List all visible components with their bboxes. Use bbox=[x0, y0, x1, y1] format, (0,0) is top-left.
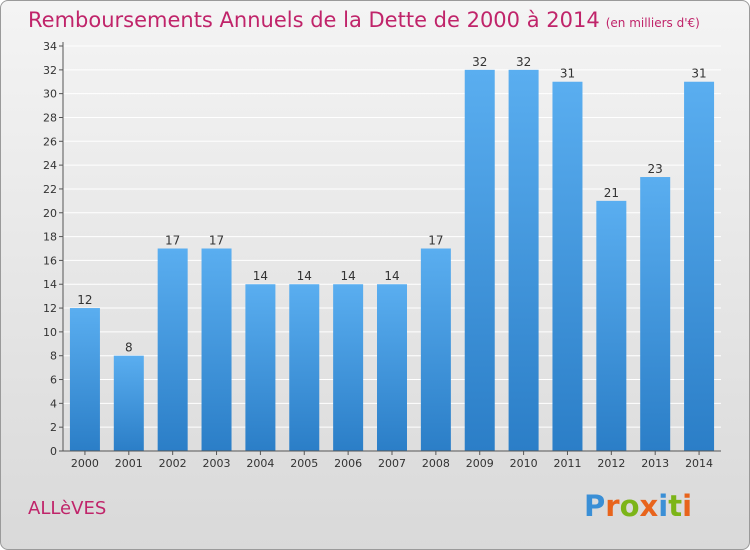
value-label-2004: 14 bbox=[253, 269, 268, 283]
bar-2010 bbox=[508, 69, 539, 451]
y-tick-label: 14 bbox=[43, 278, 57, 291]
value-label-2013: 23 bbox=[648, 162, 663, 176]
bar-2005 bbox=[289, 284, 320, 451]
chart-unit-note: (en milliers d'€) bbox=[605, 16, 700, 30]
y-tick-label: 12 bbox=[43, 302, 57, 315]
y-tick-label: 20 bbox=[43, 207, 57, 220]
x-tick-label-2008: 2008 bbox=[422, 457, 450, 470]
x-tick-label-2005: 2005 bbox=[290, 457, 318, 470]
x-tick-label-2004: 2004 bbox=[246, 457, 274, 470]
value-label-2009: 32 bbox=[472, 55, 487, 69]
x-tick-label-2013: 2013 bbox=[641, 457, 669, 470]
y-tick-label: 26 bbox=[43, 135, 57, 148]
logo-letter: P bbox=[584, 489, 606, 523]
value-label-2008: 17 bbox=[428, 234, 443, 248]
bar-2003 bbox=[201, 248, 232, 451]
bar-2008 bbox=[420, 248, 451, 451]
value-label-2005: 14 bbox=[297, 269, 312, 283]
chart-title: Remboursements Annuels de la Dette de 20… bbox=[28, 8, 700, 32]
logo-letter: i bbox=[658, 489, 669, 523]
logo-letter: t bbox=[668, 489, 683, 523]
bar-2012 bbox=[596, 200, 627, 451]
bar-2013 bbox=[640, 177, 671, 451]
value-label-2002: 17 bbox=[165, 234, 180, 248]
logo-letter: o bbox=[619, 489, 640, 523]
y-tick-label: 34 bbox=[43, 40, 57, 53]
bar-2001 bbox=[113, 355, 144, 451]
y-tick-label: 4 bbox=[50, 397, 57, 410]
logo-letter: i bbox=[682, 489, 693, 523]
chart-title-text: Remboursements Annuels de la Dette de 20… bbox=[28, 8, 600, 32]
bar-2006 bbox=[333, 284, 364, 451]
y-tick-label: 22 bbox=[43, 183, 57, 196]
bar-2014 bbox=[684, 81, 715, 451]
y-tick-label: 6 bbox=[50, 374, 57, 387]
x-tick-label-2000: 2000 bbox=[71, 457, 99, 470]
bar-2004 bbox=[245, 284, 276, 451]
proxiti-logo: Proxiti bbox=[584, 489, 692, 525]
commune-name: ALLèVES bbox=[28, 498, 107, 519]
x-tick-label-2009: 2009 bbox=[466, 457, 494, 470]
value-label-2014: 31 bbox=[691, 67, 706, 81]
bars: 12 8 17 17 14 14 14 14 17 32 32 31 21 23 31 bbox=[69, 55, 715, 451]
x-tick-label-2007: 2007 bbox=[378, 457, 406, 470]
y-tick-label: 32 bbox=[43, 64, 57, 77]
value-label-2007: 14 bbox=[384, 269, 399, 283]
x-tick-label-2014: 2014 bbox=[685, 457, 713, 470]
logo-letter: x bbox=[639, 489, 659, 523]
value-label-2000: 12 bbox=[77, 293, 92, 307]
y-tick-label: 24 bbox=[43, 159, 57, 172]
x-tick-label-2003: 2003 bbox=[203, 457, 231, 470]
value-label-2011: 31 bbox=[560, 67, 575, 81]
logo-letter: r bbox=[605, 489, 620, 523]
bar-2007 bbox=[377, 284, 407, 451]
y-tick-label: 0 bbox=[50, 445, 57, 458]
x-tick-label-2002: 2002 bbox=[159, 457, 187, 470]
x-tick-label-2010: 2010 bbox=[510, 457, 538, 470]
y-tick-label: 30 bbox=[43, 88, 57, 101]
value-label-2010: 32 bbox=[516, 55, 531, 69]
bar-2002 bbox=[157, 248, 188, 451]
value-label-2006: 14 bbox=[340, 269, 355, 283]
y-tick-label: 2 bbox=[50, 421, 57, 434]
y-tick-label: 8 bbox=[50, 350, 57, 363]
value-label-2003: 17 bbox=[209, 234, 224, 248]
y-tick-label: 28 bbox=[43, 111, 57, 124]
x-tick-label-2012: 2012 bbox=[597, 457, 625, 470]
y-tick-label: 18 bbox=[43, 231, 57, 244]
bar-2009 bbox=[464, 69, 495, 451]
x-tick-label-2011: 2011 bbox=[553, 457, 581, 470]
value-label-2012: 21 bbox=[604, 186, 619, 200]
bar-2011 bbox=[552, 81, 583, 451]
x-tick-label-2001: 2001 bbox=[115, 457, 143, 470]
value-label-2001: 8 bbox=[125, 341, 133, 355]
y-tick-label: 16 bbox=[43, 254, 57, 267]
y-tick-label: 10 bbox=[43, 326, 57, 339]
x-tick-label-2006: 2006 bbox=[334, 457, 362, 470]
bar-2000 bbox=[69, 308, 100, 451]
